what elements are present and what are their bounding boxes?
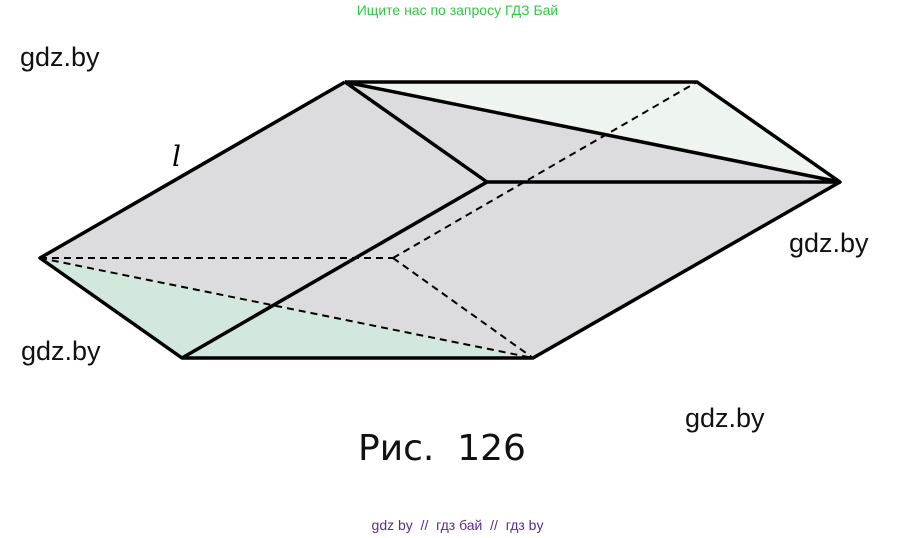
prism-body <box>40 82 840 358</box>
hidden-edge <box>392 81 698 259</box>
visible-edges <box>38 80 842 360</box>
footer-links[interactable]: gdz by // гдз бай // гдз by <box>371 517 544 533</box>
figure-caption: Рис. 126 <box>358 428 526 469</box>
search-hint-link[interactable]: Ищите нас по запросу ГДЗ Бай <box>356 2 559 18</box>
watermark: gdz.by <box>21 336 101 366</box>
edge <box>344 80 841 184</box>
hidden-edge <box>392 257 534 359</box>
edge <box>343 80 489 184</box>
watermark: gdz.by <box>20 42 100 72</box>
hidden-edges <box>39 81 698 359</box>
edge <box>181 180 488 360</box>
outline <box>38 80 842 360</box>
watermark: gdz.by <box>685 403 765 433</box>
edge-label-l: l <box>172 140 181 173</box>
watermark: gdz.by <box>789 228 869 258</box>
